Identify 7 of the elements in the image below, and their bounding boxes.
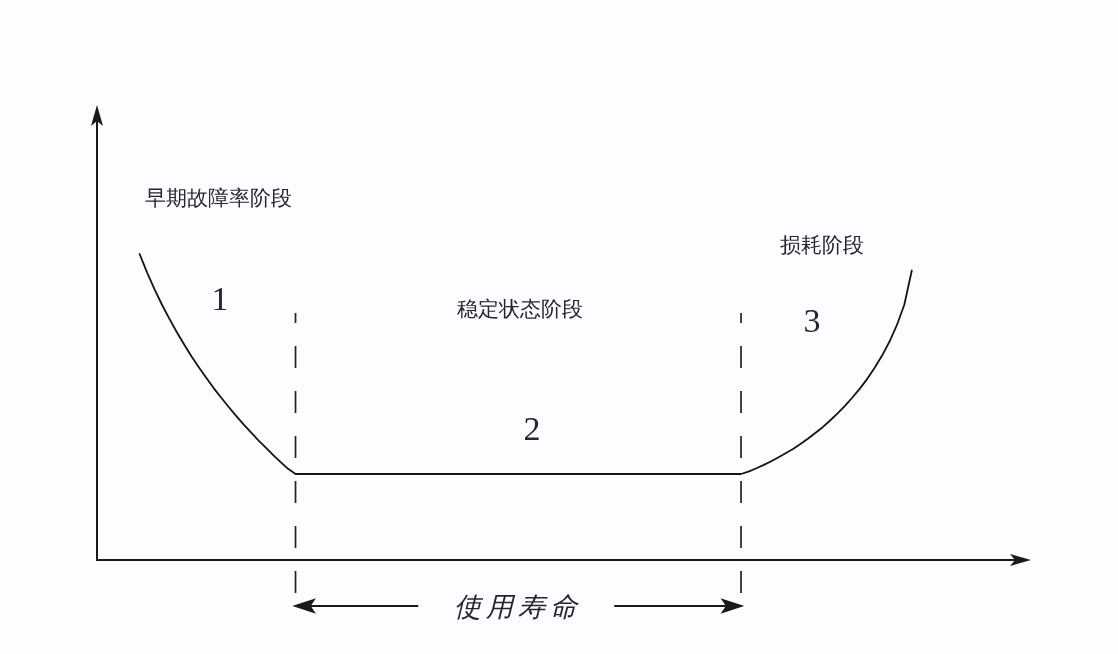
annotation: 稳定状态阶段	[457, 297, 583, 321]
annotation: 1	[211, 279, 229, 317]
annotation: 2	[523, 409, 541, 447]
annotation: 损耗阶段	[780, 233, 864, 257]
annotation: 3	[803, 301, 821, 339]
annotation: 早期故障率阶段	[144, 186, 292, 210]
annotation: 使用寿命	[454, 590, 583, 622]
